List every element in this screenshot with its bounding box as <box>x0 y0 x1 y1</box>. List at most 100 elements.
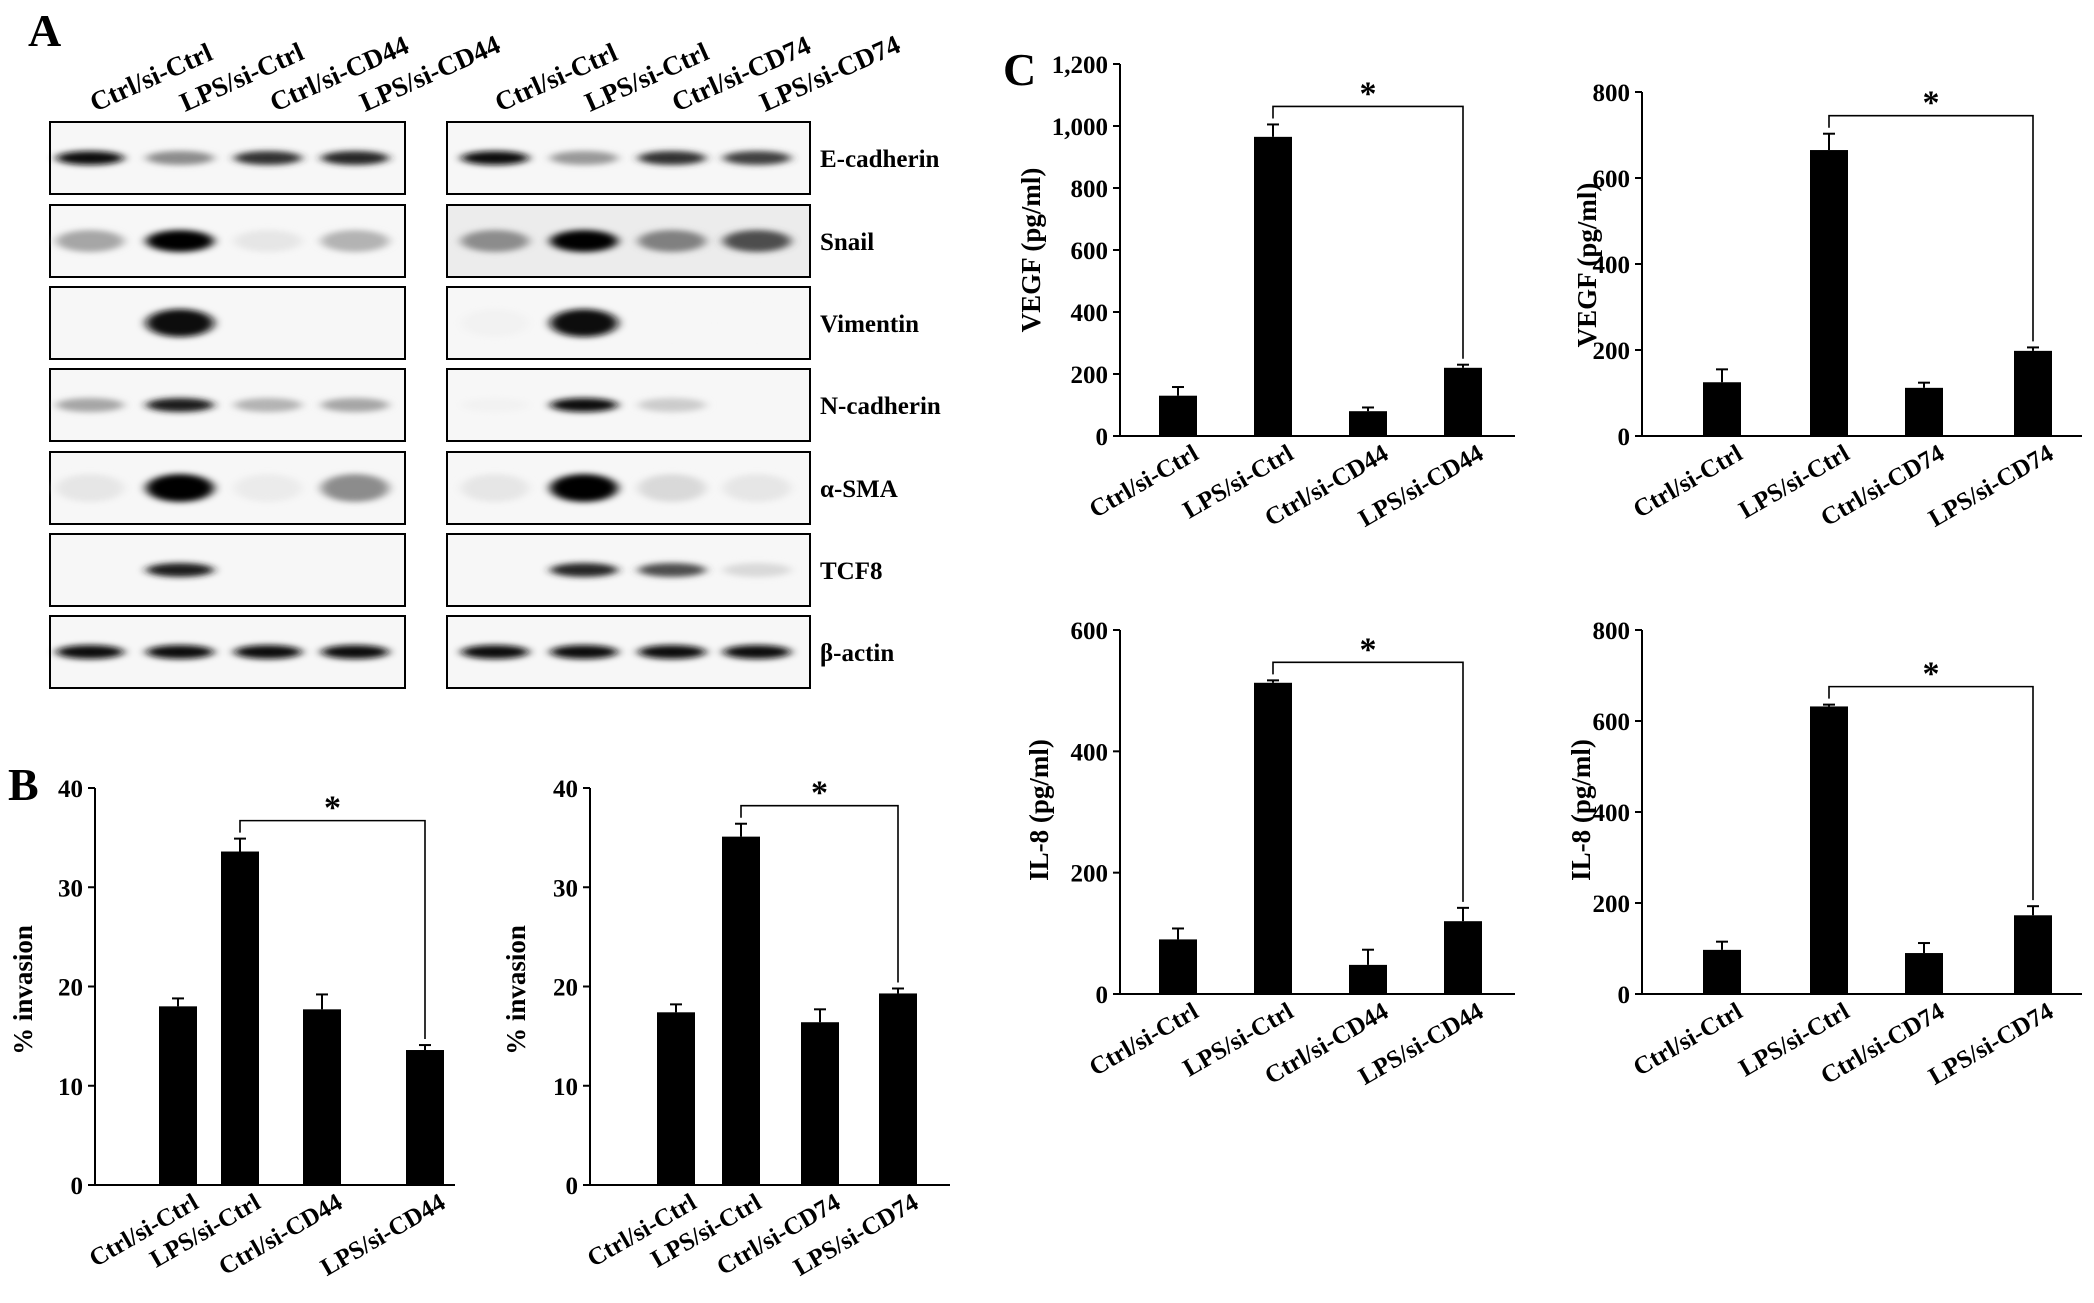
bar-ctrl-si-ctrl <box>1703 382 1741 436</box>
y-tick-label: 0 <box>566 1173 579 1200</box>
band-snail-lane-4 <box>321 230 389 252</box>
band-sma-lane-2 <box>146 474 214 502</box>
y-tick-label: 800 <box>1593 618 1631 645</box>
band-e-cadherin-lane-2 <box>550 151 618 165</box>
band-n-cadherin-lane-3 <box>638 398 706 412</box>
band-sma-lane-1 <box>461 474 529 502</box>
band-e-cadherin-lane-4 <box>321 151 389 165</box>
band-n-cadherin-lane-2 <box>146 398 214 412</box>
bar-lps-si-ctrl <box>722 836 760 1185</box>
bar-ctrl-si-ctrl <box>1703 949 1741 994</box>
band-tcf8-lane-2 <box>550 563 618 577</box>
y-tick-label: 200 <box>1071 861 1109 888</box>
significance-bracket <box>740 804 899 983</box>
significance-star: * <box>1360 75 1377 112</box>
band-n-cadherin-lane-1 <box>461 398 529 412</box>
y-axis-label: IL-8 (pg/ml) <box>1566 739 1596 881</box>
bar-ctrl-si-ctrl <box>657 1012 695 1185</box>
band-snail-lane-1 <box>461 230 529 252</box>
protein-label-n-cadherin: N-cadherin <box>820 393 941 420</box>
y-tick-label: 30 <box>553 875 578 902</box>
y-tick-label: 200 <box>1593 338 1631 365</box>
y-tick-label: 400 <box>1071 739 1109 766</box>
band-actin-lane-3 <box>638 645 706 659</box>
bar-ctrl-si-cd74 <box>1905 953 1943 994</box>
y-tick-label: 10 <box>553 1074 578 1101</box>
bar-ctrl-si-ctrl <box>1159 939 1197 994</box>
band-e-cadherin-lane-3 <box>234 151 302 165</box>
significance-star: * <box>811 775 828 812</box>
y-axis-label: % invasion <box>501 925 531 1055</box>
significance-star: * <box>1923 85 1940 122</box>
category-label-ctrl-si-ctrl: Ctrl/si-Ctrl <box>1629 440 1747 524</box>
y-tick-label: 40 <box>58 776 83 803</box>
panel-label-c: C <box>1003 44 1036 95</box>
bar-lps-si-cd44 <box>1444 921 1482 994</box>
band-n-cadherin-lane-1 <box>56 398 124 412</box>
band-vimentin-lane-3 <box>638 309 706 337</box>
y-tick-label: 400 <box>1593 800 1631 827</box>
band-e-cadherin-lane-1 <box>56 151 124 165</box>
band-actin-lane-3 <box>234 645 302 659</box>
band-actin-lane-2 <box>146 645 214 659</box>
y-tick-label: 0 <box>1096 424 1109 451</box>
band-snail-lane-1 <box>56 230 124 252</box>
significance-bracket <box>1828 114 2034 342</box>
y-tick-label: 400 <box>1593 252 1631 279</box>
significance-bracket <box>1828 685 2034 901</box>
band-e-cadherin-lane-3 <box>638 151 706 165</box>
band-e-cadherin-lane-1 <box>461 151 529 165</box>
y-tick-label: 200 <box>1071 362 1109 389</box>
band-sma-lane-3 <box>638 474 706 502</box>
y-tick-label: 800 <box>1593 80 1631 107</box>
band-actin-lane-1 <box>461 645 529 659</box>
band-sma-lane-4 <box>723 474 791 502</box>
y-tick-label: 0 <box>1618 424 1631 451</box>
band-tcf8-lane-2 <box>146 563 214 577</box>
y-tick-label: 600 <box>1071 238 1109 265</box>
western-blot-cd74: Ctrl/si-CtrlLPS/si-CtrlCtrl/si-CD74LPS/s… <box>446 29 905 689</box>
bar-lps-si-cd44 <box>406 1050 444 1185</box>
blot-row-vimentin <box>49 286 406 360</box>
protein-label-sma: α-SMA <box>820 476 898 503</box>
band-sma-lane-2 <box>550 474 618 502</box>
significance-star: * <box>1923 656 1940 693</box>
band-snail-lane-2 <box>550 230 618 252</box>
band-vimentin-lane-2 <box>146 309 214 337</box>
band-actin-lane-2 <box>550 645 618 659</box>
y-axis-label: VEGF (pg/ml) <box>1016 168 1046 333</box>
band-vimentin-lane-4 <box>723 309 791 337</box>
bar-ctrl-si-cd44 <box>1349 411 1387 436</box>
y-tick-label: 600 <box>1593 166 1631 193</box>
protein-label-e-cadherin: E-cadherin <box>820 146 940 173</box>
band-snail-lane-3 <box>234 230 302 252</box>
y-tick-label: 1,000 <box>1052 114 1108 141</box>
band-sma-lane-3 <box>234 474 302 502</box>
y-tick-label: 0 <box>1618 982 1631 1009</box>
y-tick-label: 200 <box>1593 891 1631 918</box>
bar-ctrl-si-cd74 <box>1905 387 1943 436</box>
category-label-lps-si-cd74: LPS/si-CD74 <box>1924 998 2058 1091</box>
panel-label-a: A <box>28 5 61 56</box>
y-tick-label: 1,200 <box>1052 52 1108 79</box>
band-tcf8-lane-3 <box>638 563 706 577</box>
band-e-cadherin-lane-4 <box>723 151 791 165</box>
bar-ctrl-si-cd44 <box>1349 964 1387 994</box>
y-tick-label: 30 <box>58 875 83 902</box>
band-sma-lane-1 <box>56 474 124 502</box>
protein-label-tcf8: TCF8 <box>820 558 883 585</box>
significance-star: * <box>1360 631 1377 668</box>
bar-ctrl-si-ctrl <box>159 1006 197 1185</box>
band-sma-lane-4 <box>321 474 389 502</box>
bar-lps-si-ctrl <box>1254 136 1292 436</box>
protein-label-actin: β-actin <box>820 640 894 667</box>
vegf-chart-cd74: 0 200 400 600 800 VEGF (pg/ml) Ctrl/si-Ctrl LPS… <box>1572 80 2082 533</box>
band-n-cadherin-lane-4 <box>321 398 389 412</box>
band-n-cadherin-lane-2 <box>550 398 618 412</box>
bar-lps-si-cd74 <box>2014 350 2052 436</box>
